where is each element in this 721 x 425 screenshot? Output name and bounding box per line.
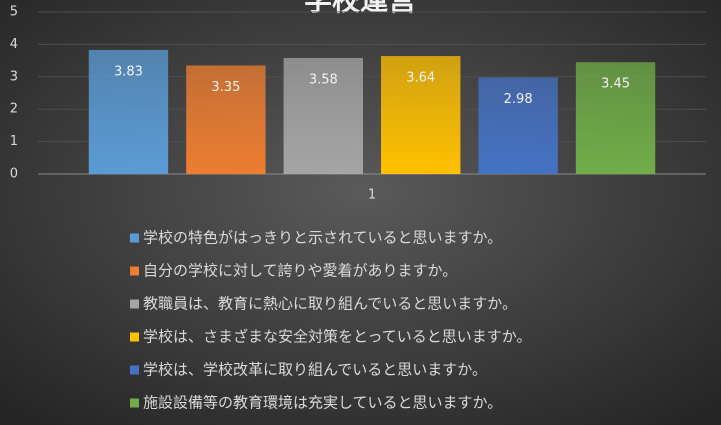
y-tick-label: 3 — [10, 69, 18, 84]
data-label: 3.83 — [114, 64, 143, 79]
chart-title: 学校運営 — [304, 0, 416, 17]
bar — [575, 62, 656, 174]
legend-swatch — [130, 299, 139, 309]
y-tick-label: 2 — [10, 102, 18, 117]
legend-label: 学校は、さまざまな安全対策をとっていると思いますか。 — [143, 328, 532, 346]
data-label: 2.98 — [504, 92, 533, 107]
y-tick-label: 4 — [10, 37, 18, 52]
y-tick-label: 0 — [10, 167, 18, 182]
y-tick-label: 1 — [10, 134, 18, 149]
x-tick-label: 1 — [368, 188, 376, 203]
bar — [88, 49, 169, 174]
data-label: 3.45 — [601, 77, 630, 92]
bar — [381, 56, 461, 175]
data-label: 3.64 — [406, 71, 435, 86]
bar — [186, 65, 266, 174]
legend-label: 施設設備等の教育環境は充実していると思いますか。 — [143, 394, 502, 412]
legend-label: 教職員は、教育に熱心に取り組んでいると思いますか。 — [143, 295, 517, 313]
legend-label: 自分の学校に対して誇りや愛着がありますか。 — [143, 262, 457, 280]
legend-label: 学校は、学校改革に取り組んでいると思いますか。 — [143, 361, 487, 379]
legend-swatch — [130, 266, 139, 276]
legend-label: 学校の特色がはっきりと示されていると思いますか。 — [143, 229, 502, 247]
bar — [283, 58, 363, 175]
y-tick-label: 5 — [10, 5, 18, 20]
legend-swatch — [130, 398, 139, 408]
legend-swatch — [130, 233, 139, 243]
data-label: 3.35 — [211, 80, 240, 95]
legend-swatch — [130, 332, 139, 342]
bar — [478, 77, 558, 174]
legend-swatch — [130, 365, 139, 375]
data-label: 3.58 — [309, 73, 338, 88]
